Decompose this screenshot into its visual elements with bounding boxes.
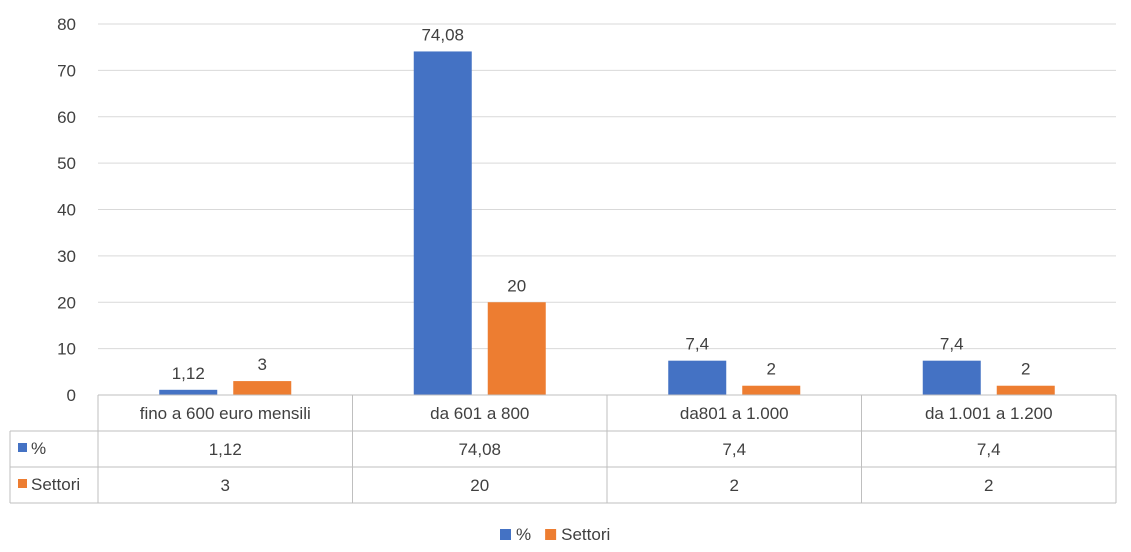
bar (233, 381, 292, 395)
data-label: 74,08 (421, 25, 464, 44)
bar (996, 385, 1055, 395)
table-series-name: % (31, 439, 46, 458)
bar (159, 389, 218, 395)
y-tick-label: 0 (67, 386, 76, 405)
table-cell: 74,08 (458, 440, 501, 459)
legend-label: Settori (561, 525, 610, 544)
bar (922, 360, 981, 395)
data-label: 3 (258, 355, 267, 374)
data-label: 1,12 (172, 364, 205, 383)
y-tick-label: 40 (57, 201, 76, 220)
bar (413, 51, 472, 395)
y-tick-label: 70 (57, 61, 76, 80)
x-tick-label: fino a 600 euro mensili (140, 404, 311, 423)
data-label: 7,4 (940, 335, 964, 354)
bar (487, 302, 546, 395)
legend-key (545, 529, 557, 540)
y-tick-label: 20 (57, 293, 76, 312)
x-tick-label: da801 a 1.000 (680, 404, 789, 423)
y-tick-label: 50 (57, 154, 76, 173)
data-label: 2 (1021, 360, 1030, 379)
table-cell: 7,4 (977, 440, 1001, 459)
data-label: 20 (507, 276, 526, 295)
legend-key (500, 529, 511, 540)
x-tick-label: da 601 a 800 (430, 404, 529, 423)
bar (668, 360, 727, 395)
table-cell: 7,4 (722, 440, 746, 459)
y-tick-label: 10 (57, 340, 76, 359)
table-cell: 3 (221, 476, 230, 495)
legend-label: % (516, 525, 531, 544)
table-cell: 2 (730, 476, 739, 495)
table-series-name: Settori (31, 475, 80, 494)
data-label: 7,4 (685, 335, 709, 354)
table-cell: 20 (470, 476, 489, 495)
y-tick-label: 30 (57, 247, 76, 266)
table-cell: 2 (984, 476, 993, 495)
data-label: 2 (767, 360, 776, 379)
table-legend-key (18, 443, 27, 452)
table-legend-key (18, 479, 27, 488)
table-cell: 1,12 (209, 440, 242, 459)
x-tick-label: da 1.001 a 1.200 (925, 404, 1053, 423)
y-tick-label: 60 (57, 108, 76, 127)
y-tick-label: 80 (57, 15, 76, 34)
bar (742, 385, 801, 395)
